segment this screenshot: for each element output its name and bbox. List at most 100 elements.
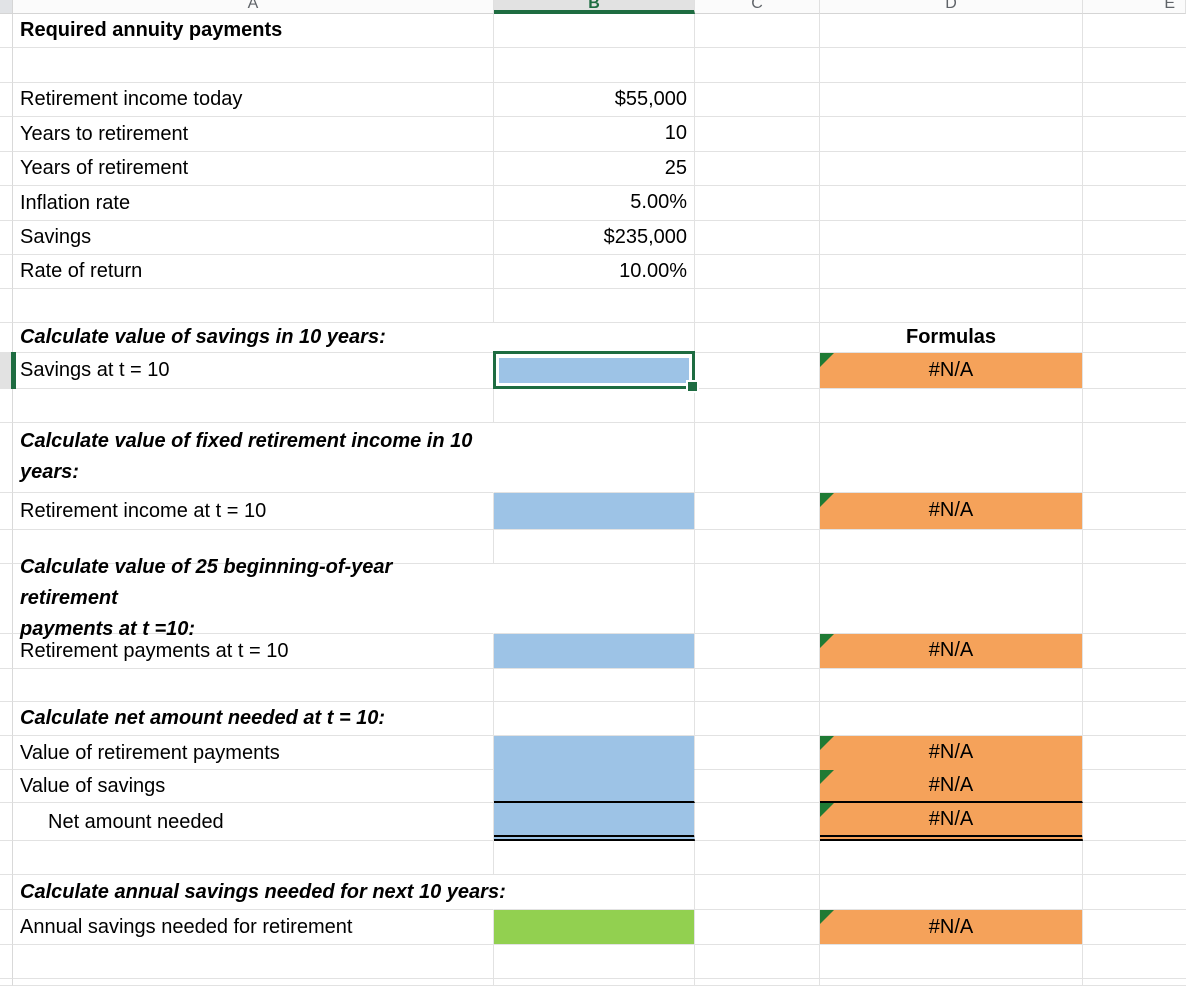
cell-C8[interactable]	[695, 254, 820, 289]
row-header-10[interactable]	[0, 322, 13, 353]
row-header-14[interactable]	[0, 492, 13, 530]
cell-D8[interactable]	[820, 254, 1083, 289]
cell-B8[interactable]: 10.00%	[494, 254, 695, 289]
cell-C25[interactable]	[695, 910, 820, 945]
cell-E24[interactable]	[1083, 874, 1186, 910]
cell-C23[interactable]	[695, 841, 820, 875]
cell-E16[interactable]	[1083, 563, 1186, 634]
cell-C10[interactable]	[695, 322, 820, 353]
cell-A24[interactable]: Calculate annual savings needed for next…	[13, 874, 506, 910]
cell-A22[interactable]: Net amount needed	[13, 803, 494, 841]
cell-E23[interactable]	[1083, 841, 1186, 875]
cell-C20[interactable]	[695, 736, 820, 770]
cell-D17[interactable]: #N/A	[820, 633, 1083, 669]
cell-C24[interactable]	[695, 874, 820, 910]
cell-A26[interactable]	[13, 945, 494, 979]
row-header-3[interactable]	[0, 82, 13, 117]
cell-A6[interactable]: Inflation rate	[13, 186, 494, 221]
cell-B23[interactable]	[494, 841, 695, 875]
cell-B22[interactable]	[494, 803, 695, 841]
cell-B3[interactable]: $55,000	[494, 82, 695, 117]
cell-D6[interactable]	[820, 186, 1083, 221]
column-header-D[interactable]: D	[820, 0, 1083, 14]
cell-D16[interactable]	[820, 563, 1083, 634]
column-header-C[interactable]: C	[695, 0, 820, 14]
cell-D7[interactable]	[820, 220, 1083, 255]
cell-E5[interactable]	[1083, 151, 1186, 186]
row-header-12[interactable]	[0, 388, 13, 423]
cell-E27[interactable]	[1083, 978, 1186, 986]
cell-C18[interactable]	[695, 668, 820, 702]
cell-D20[interactable]: #N/A	[820, 736, 1083, 770]
cell-A5[interactable]: Years of retirement	[13, 151, 494, 186]
cell-B4[interactable]: 10	[494, 117, 695, 152]
cell-A23[interactable]	[13, 841, 494, 875]
cell-C26[interactable]	[695, 945, 820, 979]
cell-E3[interactable]	[1083, 82, 1186, 117]
cell-C7[interactable]	[695, 220, 820, 255]
cell-C5[interactable]	[695, 151, 820, 186]
row-header-24[interactable]	[0, 874, 13, 910]
cell-B6[interactable]: 5.00%	[494, 186, 695, 221]
cell-A13[interactable]: Calculate value of fixed retirement inco…	[13, 422, 494, 493]
cell-B15[interactable]	[494, 530, 695, 564]
row-header-21[interactable]	[0, 770, 13, 803]
cell-A11[interactable]: Savings at t = 10	[13, 352, 494, 389]
cell-D5[interactable]	[820, 151, 1083, 186]
cell-B19[interactable]	[494, 701, 695, 736]
row-header-11[interactable]	[0, 351, 16, 389]
row-header-7[interactable]	[0, 220, 13, 255]
cell-E2[interactable]	[1083, 48, 1186, 83]
select-all-corner[interactable]	[0, 0, 13, 14]
cell-E10[interactable]	[1083, 322, 1186, 353]
cell-A4[interactable]: Years to retirement	[13, 117, 494, 152]
cell-D26[interactable]	[820, 945, 1083, 979]
cell-C4[interactable]	[695, 117, 820, 152]
row-header-1[interactable]	[0, 13, 13, 48]
cell-D21[interactable]: #N/A	[820, 770, 1083, 803]
cell-C17[interactable]	[695, 633, 820, 669]
cell-B10[interactable]	[494, 322, 695, 353]
row-header-9[interactable]	[0, 288, 13, 323]
cell-E22[interactable]	[1083, 803, 1186, 841]
cell-C21[interactable]	[695, 770, 820, 803]
cell-A18[interactable]	[13, 668, 494, 702]
cell-B21[interactable]	[494, 770, 695, 803]
cell-A2[interactable]	[13, 48, 494, 83]
cell-C12[interactable]	[695, 388, 820, 423]
cell-A7[interactable]: Savings	[13, 220, 494, 255]
cell-E26[interactable]	[1083, 945, 1186, 979]
column-header-B[interactable]: B	[494, 0, 695, 14]
cell-B26[interactable]	[494, 945, 695, 979]
cell-B24[interactable]	[494, 874, 695, 910]
cell-E4[interactable]	[1083, 117, 1186, 152]
row-header-23[interactable]	[0, 841, 13, 875]
cell-C1[interactable]	[695, 13, 820, 48]
cell-C13[interactable]	[695, 422, 820, 493]
cell-B1[interactable]	[494, 13, 695, 48]
cell-E18[interactable]	[1083, 668, 1186, 702]
cell-C15[interactable]	[695, 530, 820, 564]
cell-D18[interactable]	[820, 668, 1083, 702]
cell-D24[interactable]	[820, 874, 1083, 910]
cell-D4[interactable]	[820, 117, 1083, 152]
cell-E6[interactable]	[1083, 186, 1186, 221]
cell-C11[interactable]	[695, 352, 820, 389]
cell-C14[interactable]	[695, 492, 820, 530]
cell-B5[interactable]: 25	[494, 151, 695, 186]
row-header-2[interactable]	[0, 48, 13, 83]
cell-B2[interactable]	[494, 48, 695, 83]
row-header-27[interactable]	[0, 978, 13, 986]
cell-A14[interactable]: Retirement income at t = 10	[13, 492, 494, 530]
cell-E9[interactable]	[1083, 288, 1186, 323]
cell-D13[interactable]	[820, 422, 1083, 493]
cell-D15[interactable]	[820, 530, 1083, 564]
row-header-17[interactable]	[0, 633, 13, 669]
cell-B13[interactable]	[494, 422, 695, 493]
cell-E1[interactable]	[1083, 13, 1186, 48]
cell-E15[interactable]	[1083, 530, 1186, 564]
cell-B25[interactable]	[494, 910, 695, 945]
row-header-26[interactable]	[0, 945, 13, 979]
cell-D11[interactable]: #N/A	[820, 352, 1083, 389]
cell-D2[interactable]	[820, 48, 1083, 83]
